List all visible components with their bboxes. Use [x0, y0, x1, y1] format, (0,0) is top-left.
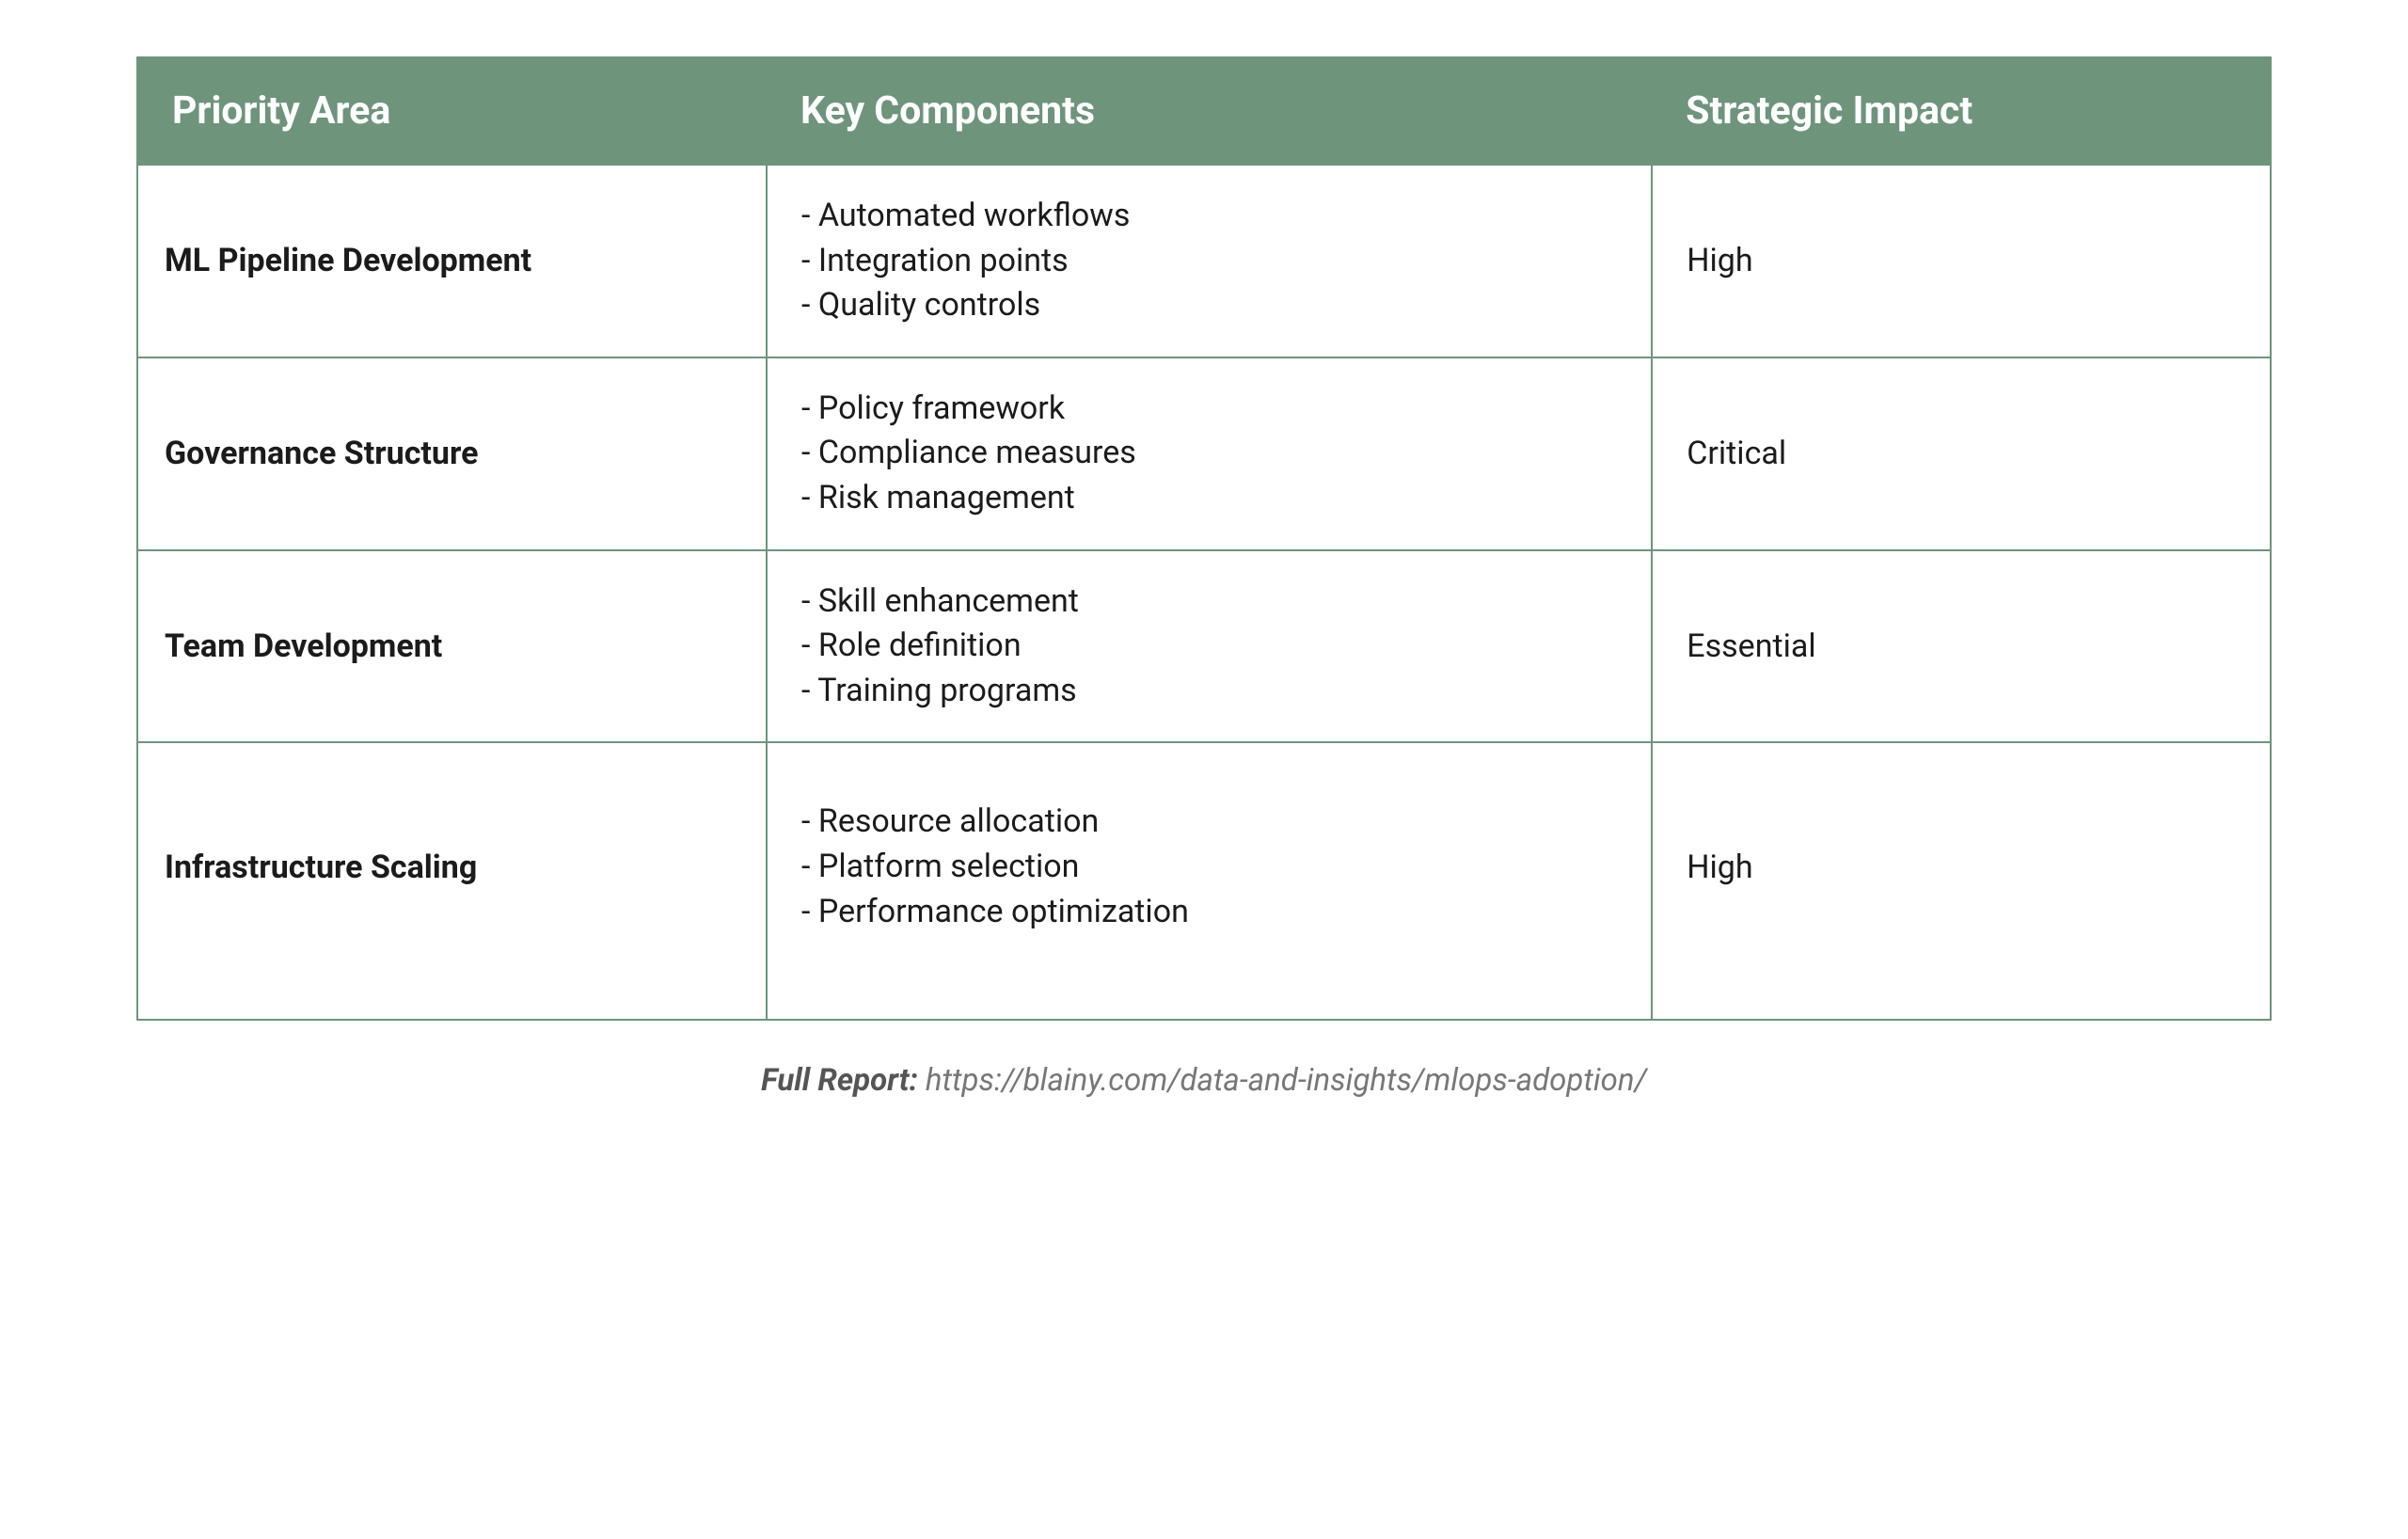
table-row: Infrastructure Scaling- Resource allocat…	[137, 742, 2271, 1020]
component-item: - Role definition	[801, 624, 1617, 669]
priority-table: Priority Area Key Components Strategic I…	[136, 56, 2272, 1021]
cell-priority: ML Pipeline Development	[137, 165, 767, 357]
cell-impact: High	[1652, 742, 2271, 1020]
component-item: - Training programs	[801, 669, 1617, 714]
column-header-priority: Priority Area	[137, 57, 767, 165]
component-item: - Policy framework	[801, 387, 1617, 432]
component-item: - Performance optimization	[801, 890, 1617, 935]
component-item: - Integration points	[801, 239, 1617, 284]
component-item: - Risk management	[801, 476, 1617, 521]
component-item: - Automated workflows	[801, 194, 1617, 239]
cell-priority: Team Development	[137, 550, 767, 743]
cell-priority: Infrastructure Scaling	[137, 742, 767, 1020]
column-header-components: Key Components	[767, 57, 1652, 165]
cell-components: - Policy framework- Compliance measures-…	[767, 357, 1652, 550]
cell-priority: Governance Structure	[137, 357, 767, 550]
cell-impact: High	[1652, 165, 2271, 357]
cell-components: - Automated workflows- Integration point…	[767, 165, 1652, 357]
table-header-row: Priority Area Key Components Strategic I…	[137, 57, 2271, 165]
cell-impact: Critical	[1652, 357, 2271, 550]
cell-impact: Essential	[1652, 550, 2271, 743]
footer-citation: Full Report: https://blainy.com/data-and…	[136, 1062, 2272, 1099]
cell-components: - Skill enhancement- Role definition- Tr…	[767, 550, 1652, 743]
footer-label: Full Report:	[761, 1062, 918, 1099]
table-row: Governance Structure- Policy framework- …	[137, 357, 2271, 550]
component-item: - Compliance measures	[801, 431, 1617, 476]
table-row: Team Development- Skill enhancement- Rol…	[137, 550, 2271, 743]
component-item: - Quality controls	[801, 283, 1617, 328]
table-body: ML Pipeline Development- Automated workf…	[137, 165, 2271, 1020]
table-row: ML Pipeline Development- Automated workf…	[137, 165, 2271, 357]
component-item: - Platform selection	[801, 845, 1617, 890]
component-item: - Resource allocation	[801, 800, 1617, 845]
component-item: - Skill enhancement	[801, 579, 1617, 625]
cell-components: - Resource allocation- Platform selectio…	[767, 742, 1652, 1020]
footer-url: https://blainy.com/data-and-insights/mlo…	[926, 1062, 1647, 1099]
column-header-impact: Strategic Impact	[1652, 57, 2271, 165]
